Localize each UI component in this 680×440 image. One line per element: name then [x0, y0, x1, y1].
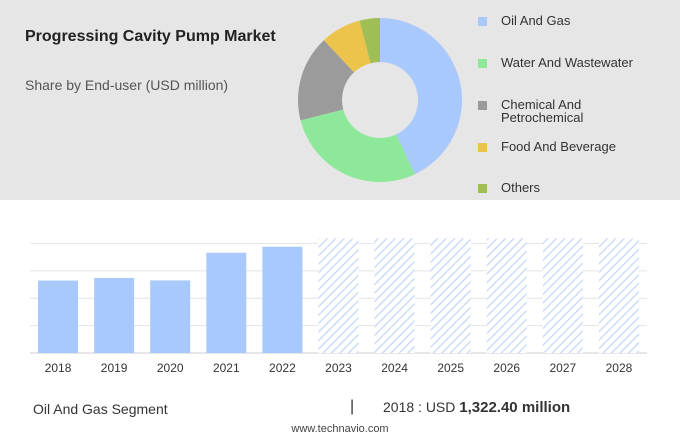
legend-swatch [478, 184, 487, 193]
legend-swatch [478, 17, 487, 26]
forecast-bar-2023[interactable] [318, 238, 359, 353]
x-tick-label: 2022 [269, 361, 296, 375]
bar-chart: 2018 2019 2020 2021 2022 2023 2024 2025 2026 2027… [30, 238, 647, 375]
x-tick-label: 2019 [101, 361, 128, 375]
bar-2020[interactable] [150, 280, 191, 353]
segment-amount: 1,322.40 million [459, 399, 571, 416]
divider: | [350, 398, 355, 415]
legend-label: Water And Wastewater [501, 55, 633, 70]
bar-2019[interactable] [94, 277, 135, 353]
x-tick-label: 2018 [45, 361, 72, 375]
x-tick-label: 2020 [157, 361, 184, 375]
bar-2022[interactable] [262, 246, 303, 353]
source-link[interactable]: www.technavio.com [291, 423, 389, 435]
x-tick-label: 2021 [213, 361, 240, 375]
legend-item-chemical-and-petrochemical[interactable]: Chemical And Petrochemical [478, 98, 611, 124]
donut-slice-food-and-beverage[interactable] [323, 20, 371, 73]
x-tick-label: 2024 [381, 361, 408, 375]
x-tick-label: 2028 [606, 361, 633, 375]
legend-swatch [478, 143, 487, 152]
donut-slice-oil-and-gas[interactable] [380, 18, 462, 175]
forecast-bar-2028[interactable] [598, 238, 639, 353]
legend-item-others[interactable]: Others [478, 181, 671, 194]
donut-slice-others[interactable] [359, 18, 380, 64]
segment-name: Oil And Gas Segment [33, 401, 168, 417]
forecast-bar-2025[interactable] [430, 238, 471, 353]
legend-label: Food And Beverage [501, 139, 616, 154]
forecast-bar-2026[interactable] [486, 238, 527, 353]
donut-slice-chemical-and-petrochemical[interactable] [298, 40, 354, 121]
bar-2021[interactable] [206, 252, 247, 353]
segment-year: 2018 : USD [383, 399, 460, 415]
x-tick-label: 2023 [325, 361, 352, 375]
legend-label: Chemical And Petrochemical [501, 97, 584, 125]
forecast-bar-2024[interactable] [374, 238, 415, 353]
legend-swatch [478, 101, 487, 110]
legend-swatch [478, 59, 487, 68]
x-tick-label: 2025 [437, 361, 464, 375]
donut-slice-water-and-wastewater[interactable] [300, 109, 415, 182]
chart-subtitle: Share by End-user (USD million) [25, 77, 229, 93]
chart-title: Progressing Cavity Pump Market [25, 28, 276, 45]
x-tick-label: 2027 [550, 361, 577, 375]
legend-item-water-and-wastewater[interactable]: Water And Wastewater [478, 56, 671, 69]
legend-item-food-and-beverage[interactable]: Food And Beverage [478, 140, 671, 153]
legend: Oil And Gas Water And Wastewater Chemica… [478, 0, 678, 200]
bar-2018[interactable] [38, 280, 79, 353]
segment-value: 2018 : USD 1,322.40 million [383, 399, 570, 416]
legend-label: Others [501, 180, 541, 195]
segment-summary: Oil And Gas Segment | 2018 : USD 1,322.4… [0, 395, 680, 425]
forecast-bar-2027[interactable] [542, 238, 583, 353]
legend-label: Oil And Gas [501, 13, 571, 28]
donut-chart [298, 18, 462, 182]
x-tick-label: 2026 [493, 361, 520, 375]
legend-item-oil-and-gas[interactable]: Oil And Gas [478, 14, 671, 27]
